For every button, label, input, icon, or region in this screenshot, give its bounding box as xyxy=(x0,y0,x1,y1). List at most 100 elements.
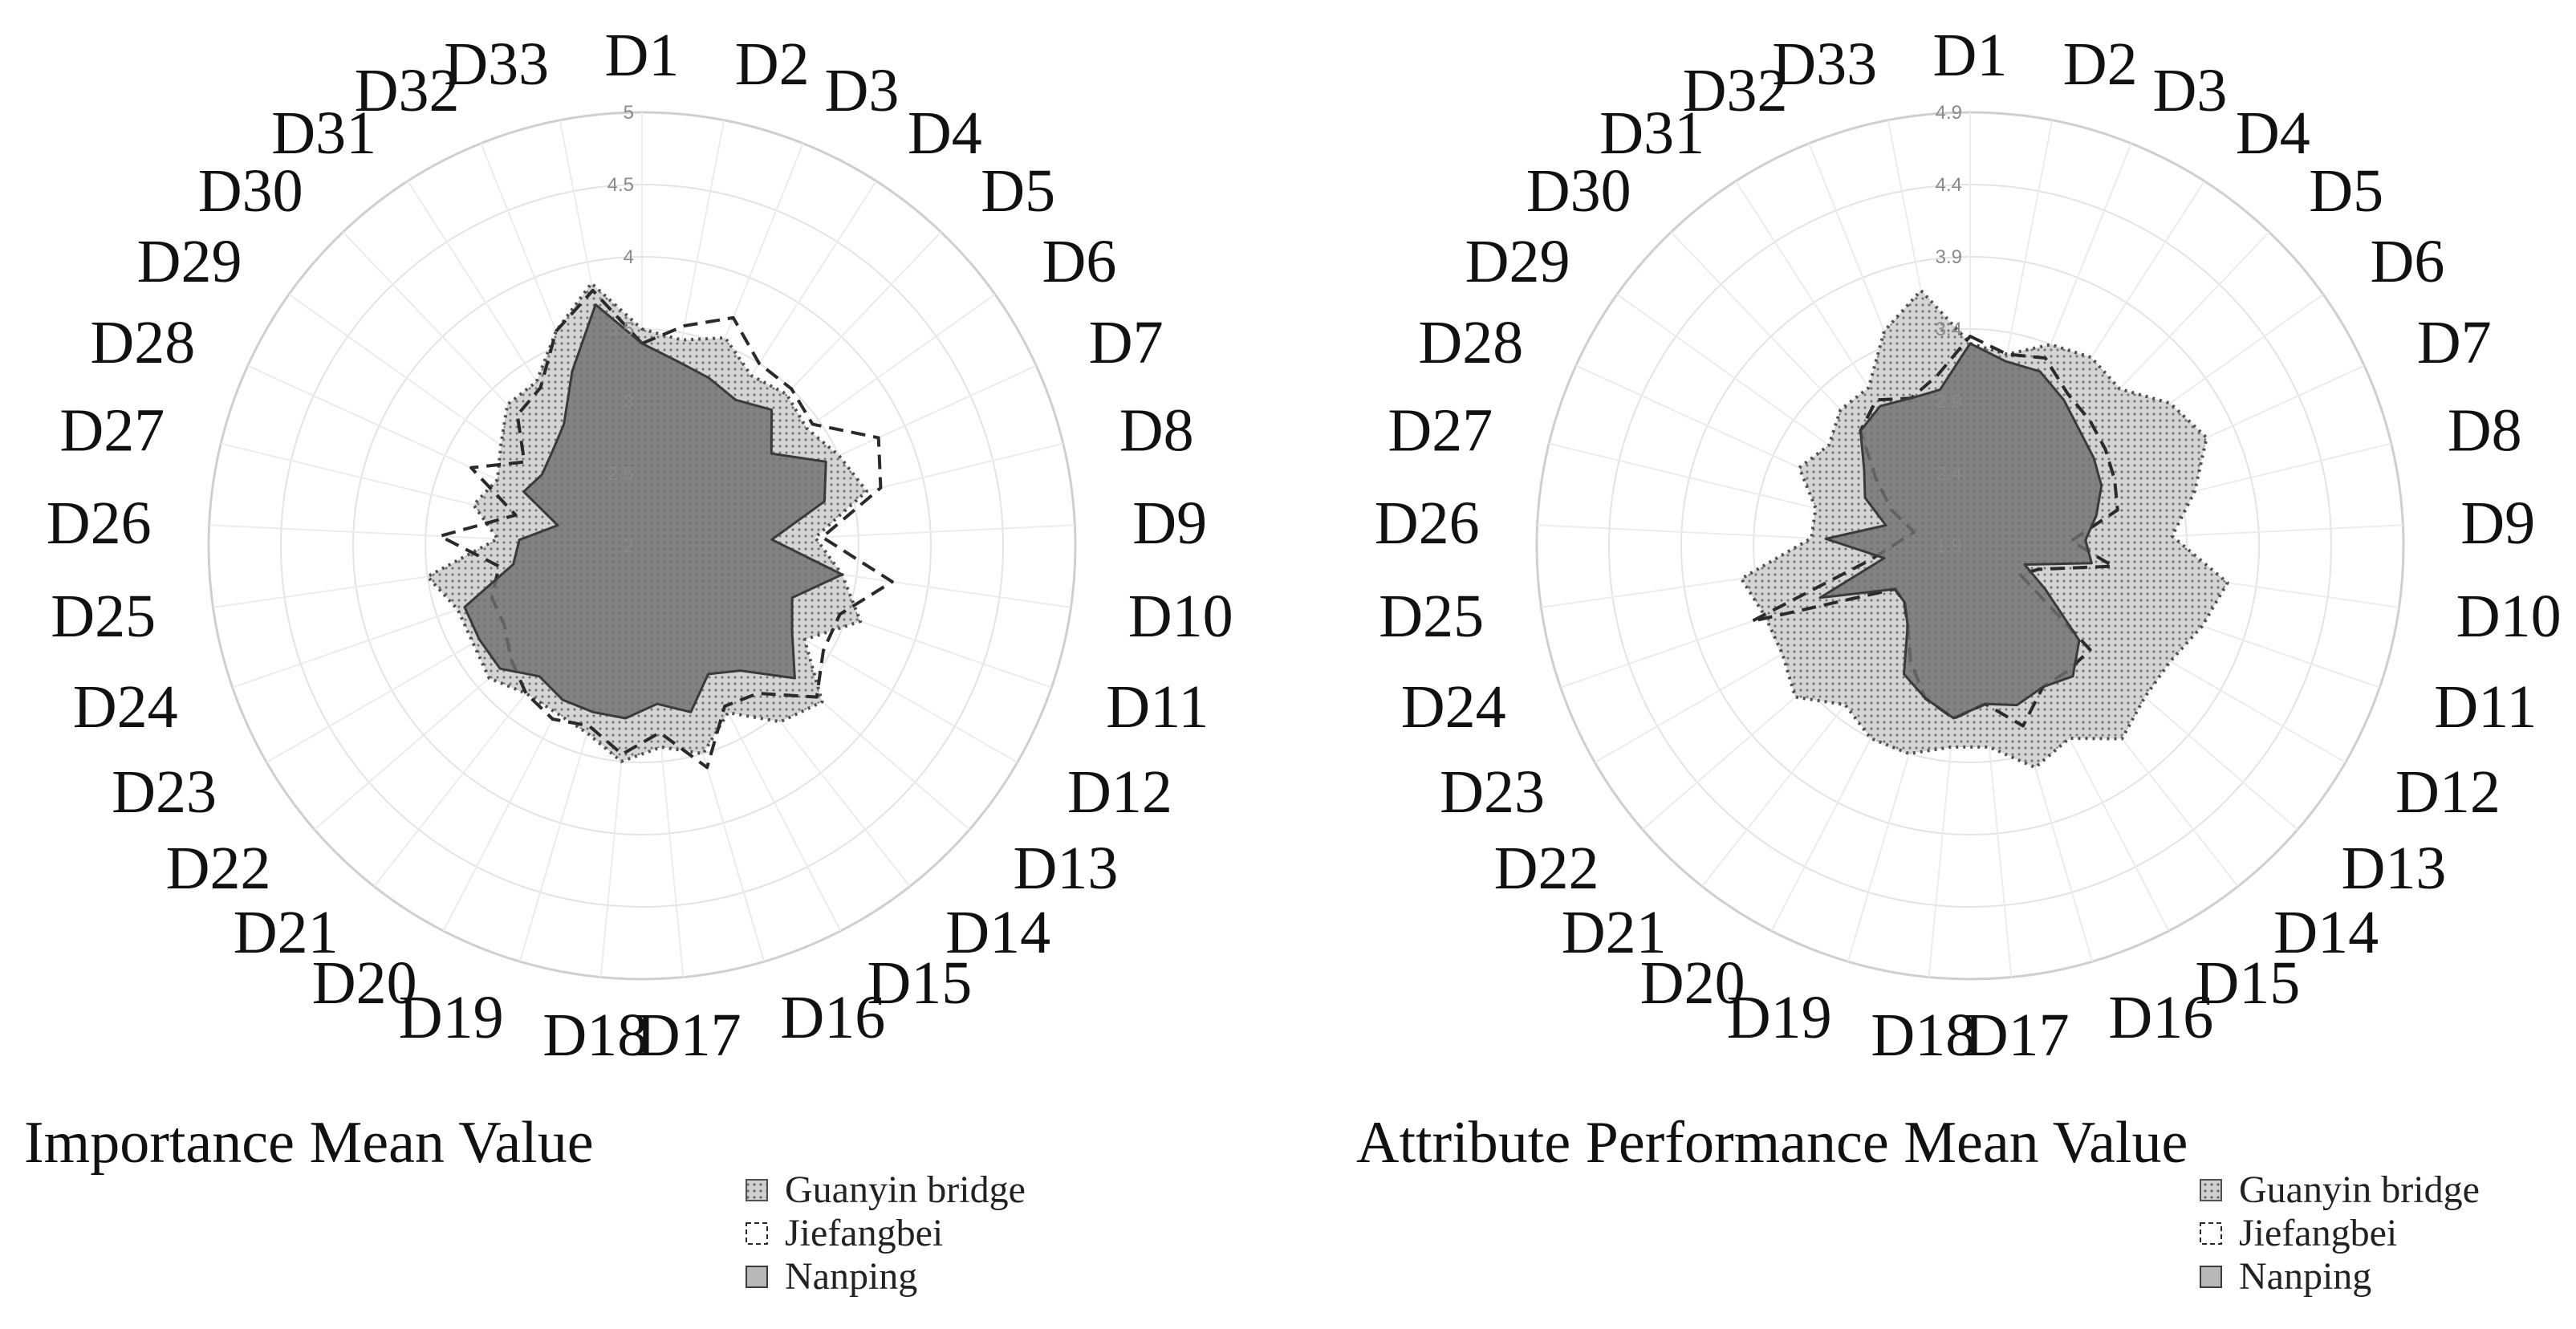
axis-label-d19: D19 xyxy=(399,984,504,1051)
legend-entry: Guanyin bridge xyxy=(2239,1168,2480,1211)
tick-label: 1.9 xyxy=(1936,535,1962,557)
legend-entry: Jiefangbei xyxy=(2239,1212,2397,1254)
axis-label-d4: D4 xyxy=(908,100,982,167)
legend-swatch xyxy=(746,1179,768,1201)
axis-label-d27: D27 xyxy=(59,397,165,465)
axis-label-d12: D12 xyxy=(2395,758,2501,826)
axis-label-d3: D3 xyxy=(2153,57,2228,124)
axis-label-d28: D28 xyxy=(1418,309,1523,376)
axis-label-d15: D15 xyxy=(867,949,972,1017)
tick-label: 4 xyxy=(624,246,634,268)
axis-label-d26: D26 xyxy=(1375,490,1480,557)
chart-title: Attribute Performance Mean Value xyxy=(1356,1110,2188,1176)
axis-label-d7: D7 xyxy=(1089,309,1164,376)
series-nanping xyxy=(1818,342,2103,720)
tick-label: 2.9 xyxy=(1936,391,1962,413)
axis-label-d6: D6 xyxy=(2371,228,2445,295)
legend-entry: Nanping xyxy=(785,1255,917,1298)
legend-entry: Jiefangbei xyxy=(785,1212,943,1254)
tick-label: 4.5 xyxy=(607,174,634,196)
tick-label: 3 xyxy=(624,391,634,413)
axis-label-d7: D7 xyxy=(2417,309,2492,376)
axis-label-d2: D2 xyxy=(735,30,810,98)
tick-label: 4.9 xyxy=(1936,102,1962,124)
axis-label-d10: D10 xyxy=(2456,583,2562,650)
axis-label-d9: D9 xyxy=(2460,490,2535,557)
tick-label: 5 xyxy=(624,102,634,124)
axis-label-d2: D2 xyxy=(2063,30,2138,98)
tick-label: 4.4 xyxy=(1936,174,1962,196)
tick-label: 3.5 xyxy=(607,319,634,340)
axis-label-d20: D20 xyxy=(312,949,417,1017)
axis-label-d32: D32 xyxy=(355,57,460,124)
axis-label-d33: D33 xyxy=(444,30,549,98)
axis-label-d3: D3 xyxy=(825,57,900,124)
axis-label-d31: D31 xyxy=(1599,100,1704,167)
axis-label-d16: D16 xyxy=(2108,984,2213,1051)
axis-label-d29: D29 xyxy=(1465,228,1570,295)
axis-label-d1: D1 xyxy=(1933,22,2008,89)
tick-label: 3.9 xyxy=(1936,246,1962,268)
legend-swatch xyxy=(2200,1266,2222,1288)
axis-label-d18: D18 xyxy=(1871,1002,1976,1069)
legend-swatch xyxy=(746,1266,768,1288)
axis-label-d16: D16 xyxy=(780,984,885,1051)
axis-label-d13: D13 xyxy=(1014,835,1119,902)
axis-label-d23: D23 xyxy=(112,758,217,826)
axis-label-d1: D1 xyxy=(605,22,680,89)
tick-label: 2 xyxy=(624,535,634,557)
axis-label-d17: D17 xyxy=(1965,1002,2070,1069)
axis-label-d20: D20 xyxy=(1640,949,1745,1017)
axis-label-d27: D27 xyxy=(1388,397,1493,465)
legend-swatch xyxy=(746,1222,768,1245)
tick-label: 2.4 xyxy=(1936,463,1962,485)
axis-label-d22: D22 xyxy=(166,835,271,902)
axis-label-d10: D10 xyxy=(1128,583,1233,650)
axis-label-d5: D5 xyxy=(981,157,1055,225)
axis-label-d22: D22 xyxy=(1494,835,1599,902)
tick-label: 3.4 xyxy=(1936,319,1962,340)
series-nanping xyxy=(463,303,843,720)
axis-label-d17: D17 xyxy=(636,1002,742,1069)
legend-swatch xyxy=(2200,1179,2222,1201)
axis-label-d14: D14 xyxy=(945,899,1050,966)
axis-label-d30: D30 xyxy=(1526,157,1631,225)
axis-label-d19: D19 xyxy=(1727,984,1832,1051)
axis-label-d21: D21 xyxy=(1562,899,1667,966)
axis-label-d25: D25 xyxy=(51,583,156,650)
legend-entry: Guanyin bridge xyxy=(785,1168,1026,1211)
axis-label-d24: D24 xyxy=(73,673,178,741)
axis-label-d24: D24 xyxy=(1401,673,1506,741)
axis-label-d29: D29 xyxy=(137,228,242,295)
axis-label-d6: D6 xyxy=(1042,228,1117,295)
axis-label-d33: D33 xyxy=(1772,30,1877,98)
axis-label-d18: D18 xyxy=(542,1002,648,1069)
axis-label-d11: D11 xyxy=(1106,673,1209,741)
axis-label-d26: D26 xyxy=(47,490,152,557)
axis-label-d8: D8 xyxy=(2448,397,2522,465)
legend-swatch xyxy=(2200,1222,2222,1245)
legend-entry: Nanping xyxy=(2239,1255,2371,1298)
axis-label-d25: D25 xyxy=(1379,583,1484,650)
axis-label-d4: D4 xyxy=(2236,100,2310,167)
series-jiefangbei xyxy=(438,288,894,770)
axis-label-d5: D5 xyxy=(2309,157,2383,225)
axis-label-d8: D8 xyxy=(1119,397,1194,465)
axis-label-d28: D28 xyxy=(90,309,195,376)
axis-label-d23: D23 xyxy=(1440,758,1545,826)
tick-label: 2.5 xyxy=(607,463,634,485)
chart-title: Importance Mean Value xyxy=(24,1110,594,1176)
axis-label-d14: D14 xyxy=(2273,899,2379,966)
axis-label-d11: D11 xyxy=(2434,673,2537,741)
axis-label-d31: D31 xyxy=(271,100,376,167)
axis-label-d12: D12 xyxy=(1067,758,1172,826)
axis-label-d13: D13 xyxy=(2342,835,2447,902)
axis-label-d32: D32 xyxy=(1683,57,1788,124)
axis-label-d15: D15 xyxy=(2195,949,2300,1017)
axis-label-d9: D9 xyxy=(1132,490,1207,557)
